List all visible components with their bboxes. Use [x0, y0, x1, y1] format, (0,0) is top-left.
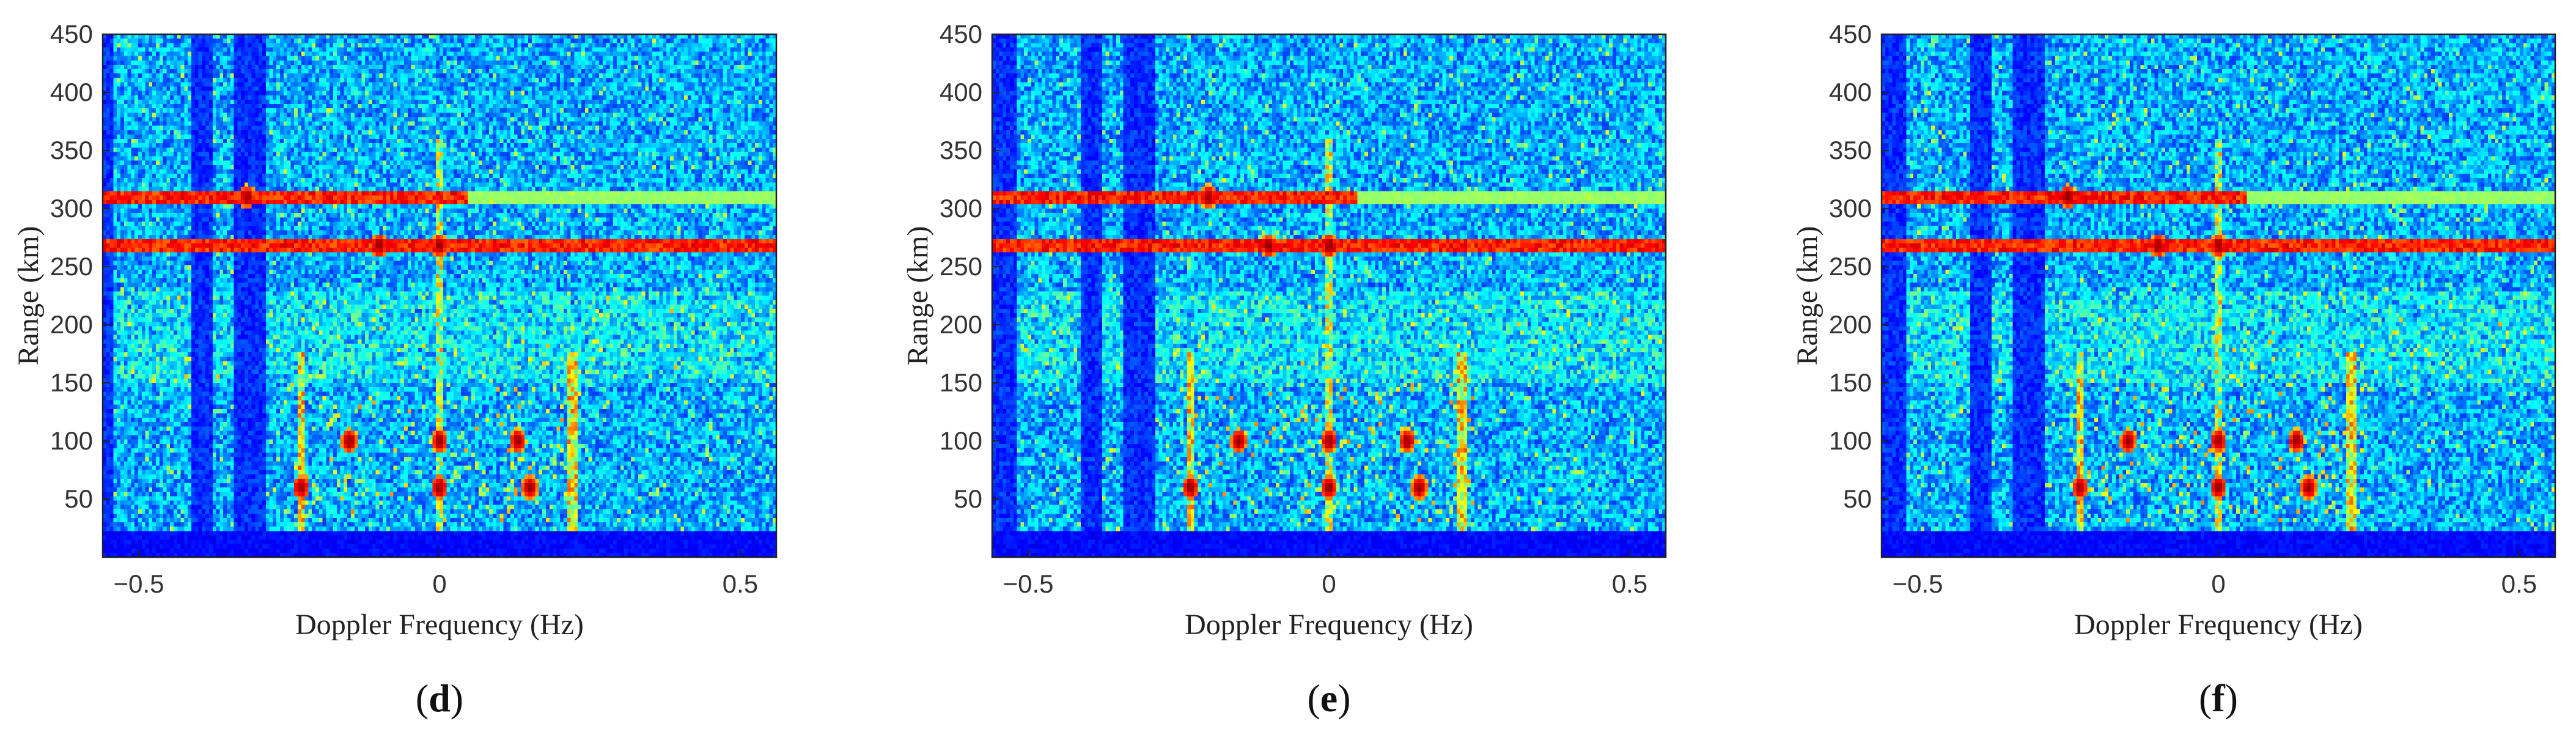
x-tick-label: 0.5 [2501, 569, 2537, 598]
chart-panel-e: 50 100 150 200 250 300 350 400 450 −0.5 0 0.5 Dopple… [889, 0, 1748, 740]
panel-letter: d [429, 676, 451, 720]
chart-svg-d: 50 100 150 200 250 300 350 400 450 −0.5 0 0.5 Dopple… [12, 20, 778, 641]
x-tick-label: 0.5 [1612, 569, 1647, 598]
y-axis-label: Range (km) [1791, 226, 1823, 366]
x-tick-label: −0.5 [114, 569, 164, 598]
y-tick-label: 450 [50, 20, 93, 48]
y-tick-label: 200 [1829, 310, 1872, 339]
y-tick-label: 100 [940, 426, 982, 455]
y-tick-label: 350 [50, 136, 93, 165]
y-tick-label: 350 [1829, 136, 1872, 165]
y-tick-label: 250 [1829, 252, 1872, 281]
x-tick-label: 0 [2211, 569, 2225, 598]
y-tick-label: 450 [1829, 20, 1872, 48]
y-tick-label: 150 [1829, 368, 1872, 397]
x-tick-label: 0 [1322, 569, 1336, 598]
heatmap-image [103, 34, 776, 557]
y-tick-label: 350 [940, 136, 982, 165]
y-tick-label: 250 [940, 252, 982, 281]
panel-label: (f) [2199, 676, 2238, 720]
y-tick-label: 200 [50, 310, 93, 339]
x-tick-label: 0.5 [723, 569, 758, 598]
y-tick-label: 300 [50, 194, 93, 223]
y-tick-label: 150 [50, 368, 93, 397]
x-axis-label: Doppler Frequency (Hz) [1185, 609, 1473, 641]
y-tick-label: 300 [1829, 194, 1872, 223]
y-tick-label: 400 [940, 78, 982, 106]
y-tick-label: 50 [64, 484, 93, 513]
chart-svg-f: 50 100 150 200 250 300 350 400 450 −0.5 0 0.5 Dopple… [1791, 20, 2556, 641]
panel-label: (e) [1307, 676, 1351, 720]
panel-letter: f [2212, 676, 2225, 720]
x-tick-label: 0 [432, 569, 446, 598]
y-tick-label: 100 [50, 426, 93, 455]
x-tick-label: −0.5 [1893, 569, 1943, 598]
y-tick-label: 400 [1829, 78, 1872, 106]
y-tick-label: 300 [940, 194, 982, 223]
y-tick-label: 450 [940, 20, 982, 48]
y-tick-label: 50 [1843, 484, 1872, 513]
x-axis-label: Doppler Frequency (Hz) [295, 609, 584, 641]
y-axis-label: Range (km) [902, 226, 934, 366]
y-axis-label: Range (km) [12, 226, 45, 366]
heatmap-image [992, 34, 1666, 557]
panel-label: (d) [415, 676, 464, 720]
y-tick-label: 150 [940, 368, 982, 397]
chart-panel-f: 50 100 150 200 250 300 350 400 450 −0.5 0 0.5 Dopple… [1779, 0, 2576, 740]
heatmap-image [1882, 34, 2555, 557]
chart-panel-d: 50 100 150 200 250 300 350 400 450 −0.5 0 0.5 Dopple… [0, 0, 859, 740]
y-tick-label: 400 [50, 78, 93, 106]
y-tick-label: 250 [50, 252, 93, 281]
x-tick-label: −0.5 [1003, 569, 1054, 598]
y-tick-label: 100 [1829, 426, 1872, 455]
y-tick-label: 50 [954, 484, 982, 513]
x-axis-label: Doppler Frequency (Hz) [2074, 609, 2363, 641]
y-tick-label: 200 [940, 310, 982, 339]
panel-letter: e [1320, 676, 1338, 720]
chart-svg-e: 50 100 150 200 250 300 350 400 450 −0.5 0 0.5 Dopple… [902, 20, 1667, 641]
